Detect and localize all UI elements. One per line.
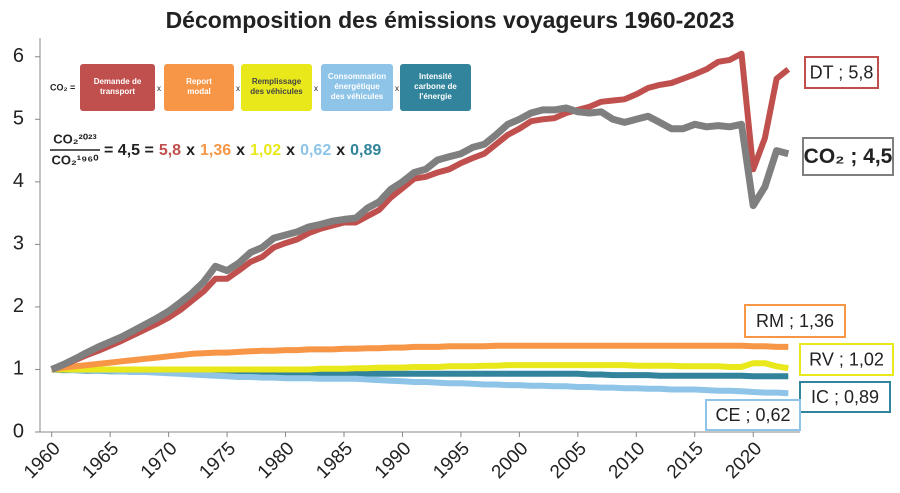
x-tick-label: 2020 [722,438,767,483]
decomposition-operator: x [157,84,161,93]
series-line [50,50,791,373]
chart-title: Décomposition des émissions voyageurs 19… [166,7,735,33]
decomposition-operator: x [236,84,240,93]
formula-factor: 1,36 [200,142,231,159]
decomposition-term: carbone de [414,82,457,91]
decomposition-operator: x [314,84,318,93]
y-tick-label: 2 [13,295,24,317]
decomposition-term: Intensité [419,72,452,81]
series-label: RM ; 1,36 [756,311,834,331]
x-tick-label: 1990 [371,438,416,483]
series-label: DT ; 5,8 [810,62,874,82]
x-tick-label: 1985 [312,438,357,483]
formula-factor: 0,62 [300,142,331,159]
x-tick-label: 1975 [195,438,240,483]
series-label-box [799,343,894,376]
decomposition-term: Report [186,77,212,86]
formula-factor: 0,89 [350,142,381,159]
y-tick-label: 4 [13,170,24,192]
decomposition-term: transport [100,87,135,96]
y-tick-label: 0 [13,420,24,442]
decomposition-term: énergétique [334,82,380,91]
y-tick-label: 1 [13,358,24,380]
decomposition-prefix: CO₂ = [50,82,75,92]
decomposition-term: Remplissage [252,77,302,86]
formula-operator: x [186,142,195,159]
decomposition-term: des véhicules [331,92,384,101]
series-label-box [802,137,894,176]
x-tick-label: 2000 [488,438,533,483]
y-tick-label: 6 [13,45,24,67]
series-label-box [744,304,846,338]
decomposition-term: modal [187,87,211,96]
decomposition-operator: x [395,84,399,93]
decomposition-term: l'énergie [419,92,452,101]
decomposition-term: Demande de [94,77,142,86]
series-label-box [799,381,891,413]
x-tick-label: 1995 [429,438,474,483]
x-tick-label: 2010 [605,438,650,483]
decomposition-term: Consommation [328,72,386,81]
formula: = 4,5 = 5,8 x 1,36 x 1,02 x 0,62 x 0,89 [104,142,381,159]
formula-operator: x [336,142,345,159]
series-label: RV ; 1,02 [809,349,884,369]
x-tick-label: 2015 [663,438,708,483]
series-label: IC ; 0,89 [811,387,879,407]
decomposition-box [241,64,312,111]
formula-equals: = 4,5 = [104,142,154,159]
y-tick-label: 3 [13,233,24,255]
decomposition-box [400,64,471,111]
series-line [51,366,789,397]
formula-operator: x [286,142,295,159]
series-line [51,360,789,373]
series-label-box [705,399,801,431]
x-tick-label: 1965 [78,438,123,483]
x-tick-label: 1970 [137,438,182,483]
x-tick-label: 1960 [20,438,65,483]
formula-denominator: CO₂¹⁹⁶⁰ [52,152,100,167]
formula-factor: 1,02 [250,142,281,159]
decomposition-box [321,64,393,111]
series-label: CO₂ ; 4,5 [804,145,893,168]
decomposition-box [80,64,155,111]
series-line [50,104,790,373]
decomposition-box [164,64,234,111]
decomposition-term: des véhicules [250,87,303,96]
y-tick-label: 5 [13,108,24,130]
x-tick-label: 2005 [546,438,591,483]
formula-factor: 5,8 [159,142,181,159]
series-label: CE ; 0,62 [715,405,790,425]
formula-operator: x [236,142,245,159]
series-label-box [804,56,879,89]
series-line [51,342,789,373]
formula-numerator: CO₂²⁰²³ [53,131,97,146]
x-tick-label: 1980 [254,438,299,483]
